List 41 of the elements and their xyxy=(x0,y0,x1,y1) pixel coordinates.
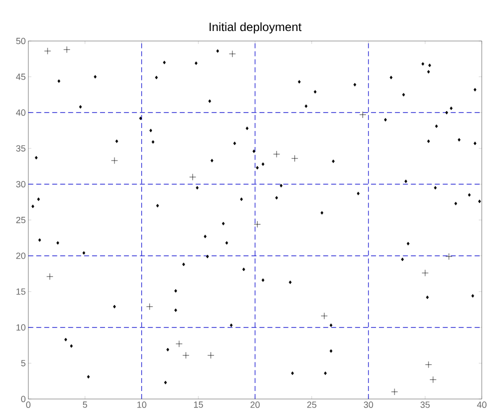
x-tick-label: 5 xyxy=(82,402,88,408)
x-tick-label: 30 xyxy=(364,402,374,408)
x-tick-label: 20 xyxy=(250,402,260,408)
y-tick-label: 20 xyxy=(16,252,26,259)
point xyxy=(182,352,190,359)
y-tick-label: 0 xyxy=(21,396,26,402)
point xyxy=(446,253,452,260)
x-tick-label: 40 xyxy=(477,402,486,408)
y-tick-label: 50 xyxy=(16,38,26,44)
point xyxy=(111,157,118,164)
point xyxy=(422,270,429,276)
y-tick-label: 25 xyxy=(16,216,26,224)
y-tick-label: 40 xyxy=(16,109,26,116)
y-tick-label: 10 xyxy=(16,324,26,331)
point xyxy=(359,111,366,118)
point xyxy=(207,352,214,359)
x-tick-label: 35 xyxy=(420,402,430,408)
point xyxy=(189,174,196,180)
point xyxy=(320,312,328,320)
point xyxy=(254,220,261,228)
y-tick-label: 35 xyxy=(16,145,26,152)
point xyxy=(273,150,280,158)
y-tick-label: 45 xyxy=(16,74,26,80)
point xyxy=(46,273,54,280)
point xyxy=(63,46,70,53)
point xyxy=(430,376,436,384)
x-tick-label: 0 xyxy=(26,402,30,408)
y-tick-label: 15 xyxy=(16,288,26,295)
point xyxy=(228,50,236,58)
point xyxy=(44,48,51,54)
point xyxy=(391,388,398,396)
y-tick-label: 30 xyxy=(16,181,26,188)
y-tick-label: 5 xyxy=(21,360,26,366)
x-tick-label: 15 xyxy=(194,402,203,408)
point xyxy=(176,340,182,348)
point xyxy=(146,303,154,310)
chart-title: Initial deployment xyxy=(210,22,302,34)
x-tick-label: 25 xyxy=(307,402,316,408)
point xyxy=(291,155,298,162)
point xyxy=(425,361,432,368)
x-tick-label: 10 xyxy=(137,402,146,408)
